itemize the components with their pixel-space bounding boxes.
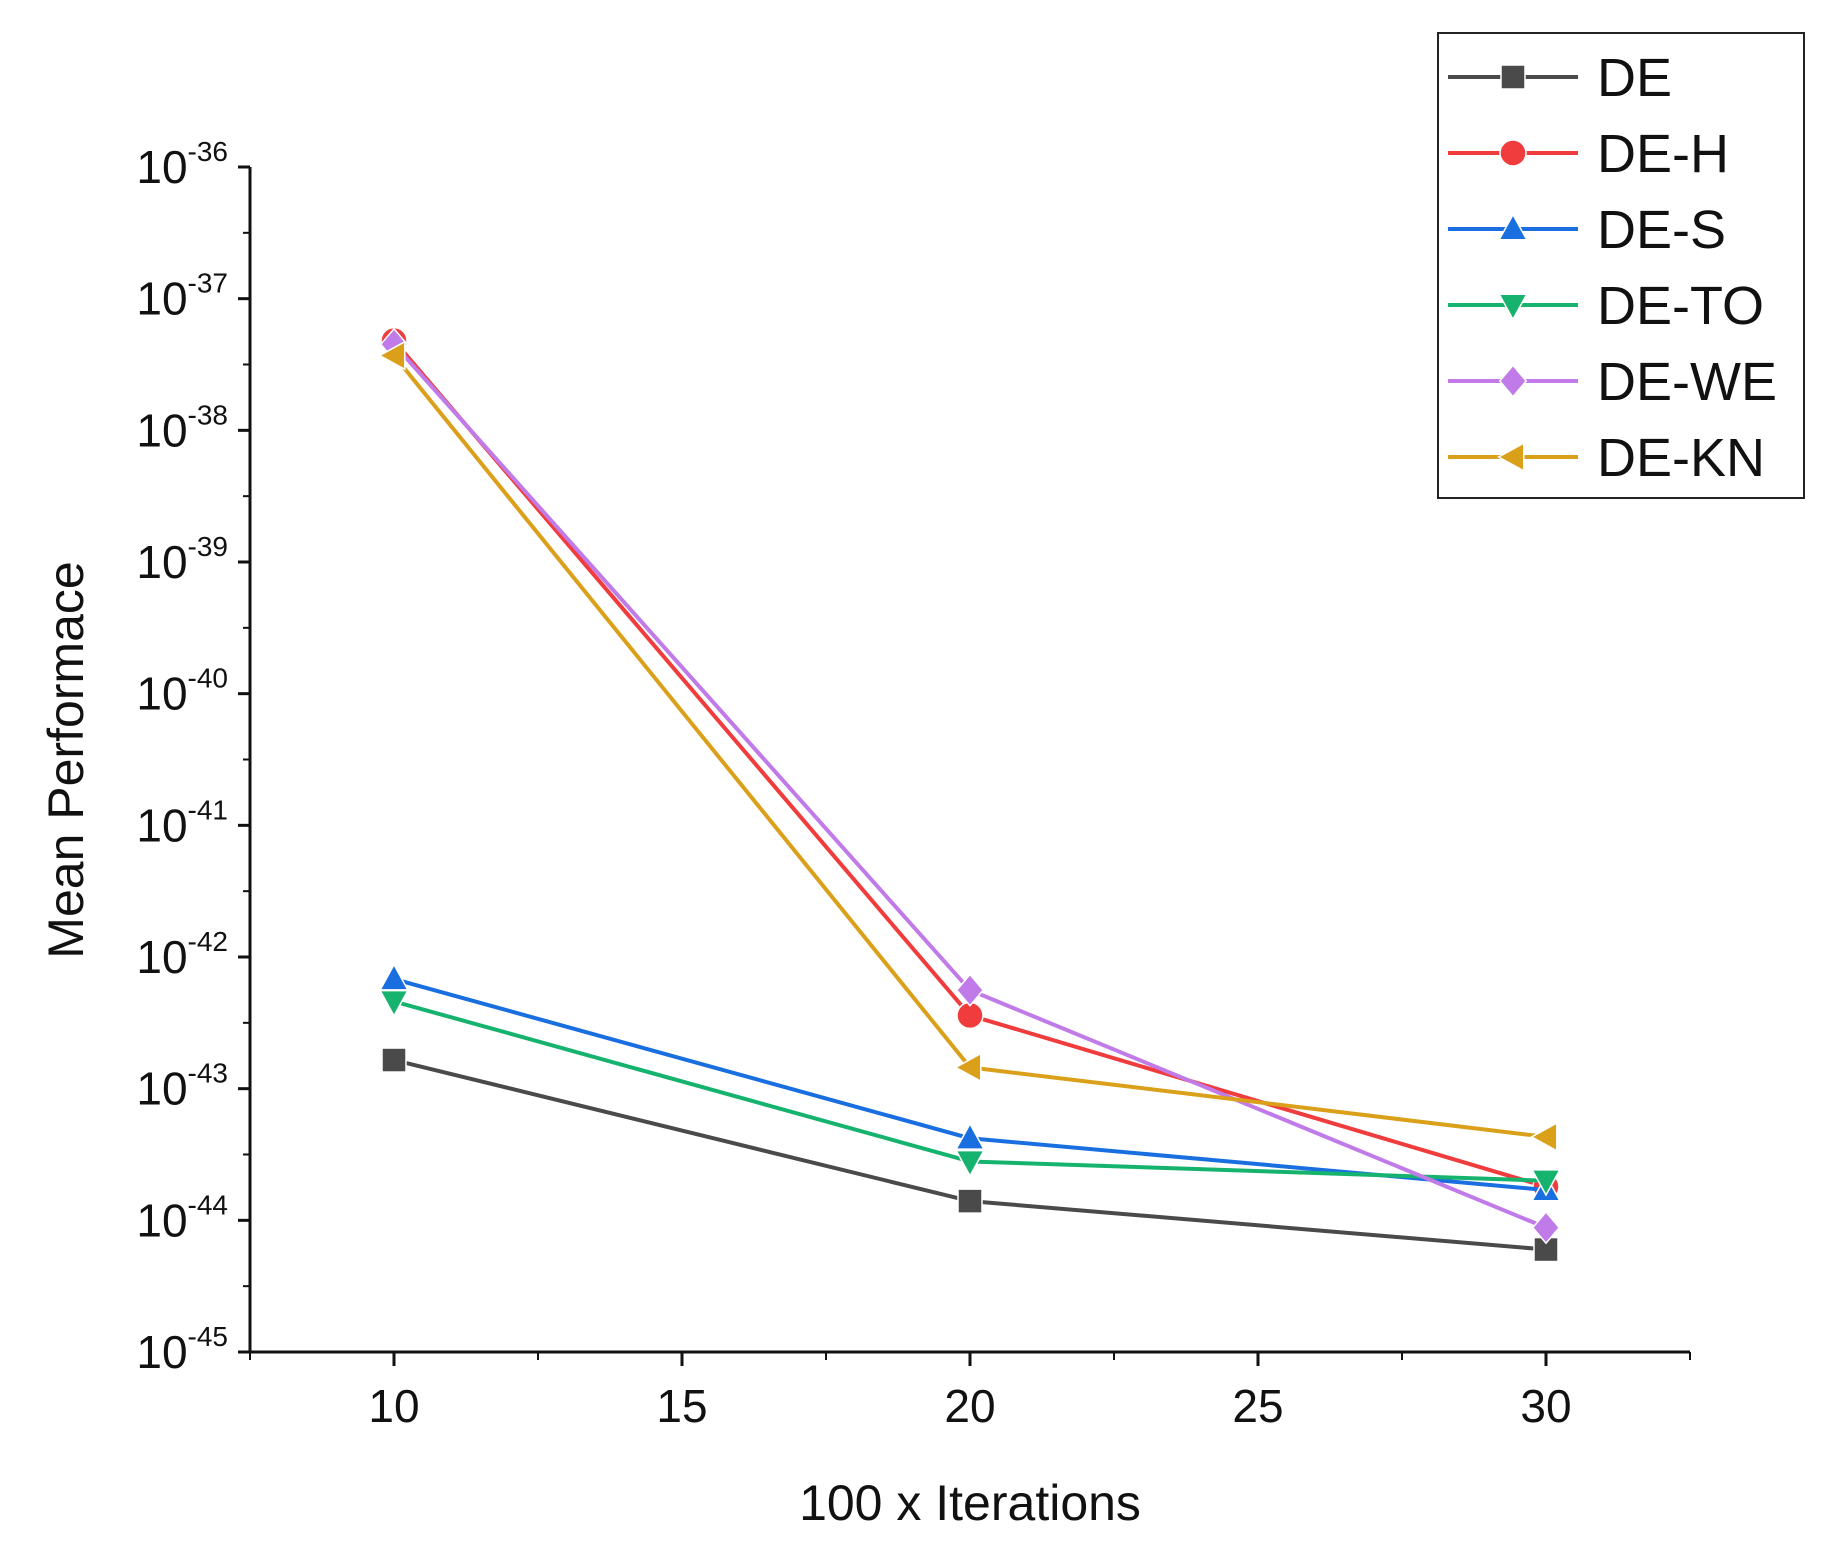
x-tick-label: 10 [368,1380,419,1432]
legend-label-de-h: DE-H [1597,124,1729,184]
y-tick-label: 10-41 [136,794,228,851]
series-de-to [378,989,1562,1197]
legend: DE DE-H DE-S DE-TO DE-WE DE-KN [1437,32,1805,499]
legend-item-de: DE [1448,48,1672,108]
y-tick-label: 10-44 [136,1189,228,1246]
data-point-de-to [1530,1169,1562,1197]
legend-marker-de-s [1497,213,1529,241]
y-axis-label: Mean Performace [38,561,94,958]
data-point-de-we [1531,1210,1561,1245]
legend-label-de-kn: DE-KN [1597,428,1765,488]
x-axis-label: 100 x Iterations [799,1475,1141,1531]
series-de-kn [378,340,1558,1152]
y-tick-label: 10-43 [136,1058,228,1115]
legend-item-de-to: DE-TO [1448,276,1764,336]
legend-item-de-s: DE-S [1448,200,1726,260]
data-point-de [957,1188,983,1214]
y-tick-label: 10-40 [136,663,228,720]
series-de [381,1047,1559,1263]
legend-label-de-we: DE-WE [1597,352,1777,412]
legend-item-de-we: DE-WE [1448,352,1777,412]
data-point-de [381,1047,407,1073]
legend-box [1437,32,1805,499]
legend-marker-de-kn [1497,441,1525,473]
legend-marker-de-h [1499,139,1527,167]
data-point-de-kn [378,340,406,371]
data-point-de-s [378,963,410,991]
legend-item-de-h: DE-H [1448,124,1729,184]
data-point-de-to [954,1149,986,1178]
data-point-de-kn [1530,1121,1558,1152]
x-ticks: 10 15 20 25 30 [249,1352,1691,1432]
x-tick-label: 20 [944,1380,995,1432]
legend-label-de: DE [1597,48,1672,108]
series-layer [378,326,1562,1263]
x-tick-label: 25 [1232,1380,1283,1432]
x-tick-label: 30 [1520,1380,1571,1432]
legend-marker-de [1500,64,1526,90]
data-point-de-we [955,973,985,1007]
data-point-de-s [954,1122,986,1150]
legend-marker-de-to [1497,293,1529,321]
x-tick-label: 15 [656,1380,707,1432]
y-tick-label: 10-36 [136,136,228,193]
legend-marker-de-we [1498,364,1528,398]
data-point-de-to [378,989,410,1018]
legend-label-de-to: DE-TO [1597,276,1764,336]
y-tick-label: 10-39 [136,531,228,588]
y-ticks: 10-45 10-44 10-43 10-42 10-41 10-40 10-39 10-38… [136,136,250,1378]
y-tick-label: 10-42 [136,926,228,983]
legend-item-de-kn: DE-KN [1448,428,1765,488]
y-tick-label: 10-45 [136,1321,228,1378]
y-tick-label: 10-38 [136,399,228,456]
y-tick-label: 10-37 [136,268,228,325]
series-de-we [379,327,1561,1245]
series-line-de-we [392,342,1547,1230]
legend-label-de-s: DE-S [1597,200,1726,260]
data-point-de-kn [954,1052,982,1083]
